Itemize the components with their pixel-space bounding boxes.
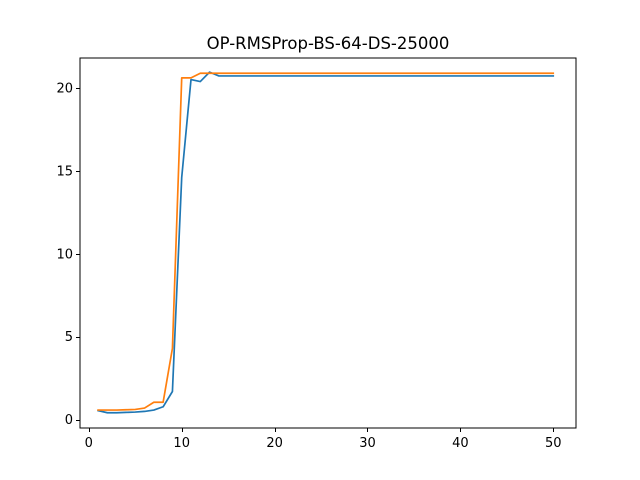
series-line-2 [97, 72, 555, 411]
x-tick-label: 20 [266, 436, 283, 451]
plot-frame [79, 57, 577, 429]
series-layer [97, 71, 555, 414]
series-line-1 [97, 71, 555, 414]
chart-title: OP-RMSProp-BS-64-DS-25000 [207, 34, 450, 53]
x-tick-label: 30 [359, 436, 376, 451]
x-tick-label: 10 [173, 436, 190, 451]
y-tick-label: 15 [56, 164, 73, 179]
x-tick-label: 40 [452, 436, 469, 451]
y-tick-label: 20 [56, 81, 73, 96]
tick-layer: 0 10 20 30 40 50 0 5 10 15 20 [56, 81, 561, 451]
x-tick-label: 50 [545, 436, 562, 451]
x-tick-label: 0 [85, 436, 93, 451]
y-tick-label: 0 [65, 413, 73, 428]
y-tick-label: 10 [56, 247, 73, 262]
y-tick-label: 5 [65, 330, 73, 345]
